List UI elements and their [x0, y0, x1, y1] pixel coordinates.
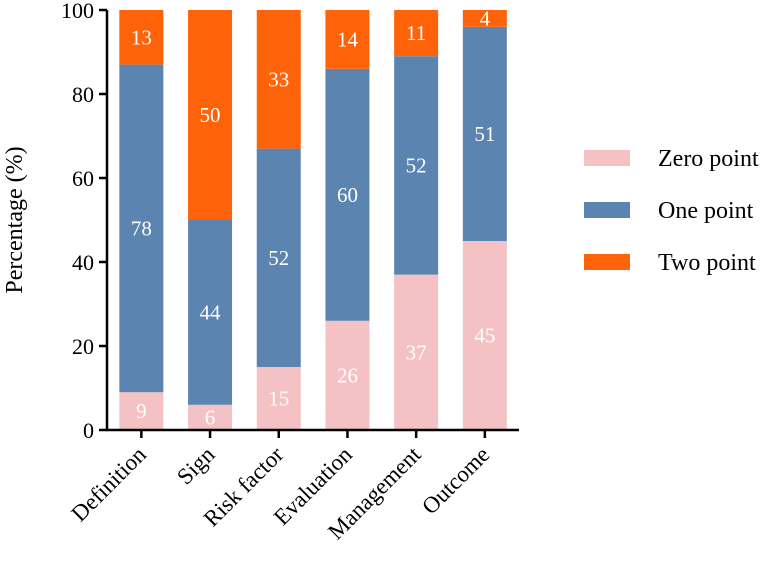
bar-outcome-zero-point	[462, 241, 507, 430]
data-label: 52	[406, 153, 427, 177]
data-label: 52	[268, 246, 289, 270]
data-label: 4	[480, 6, 491, 30]
legend-label: Two point	[658, 250, 756, 276]
y-tick-label: 20	[72, 334, 94, 359]
data-label: 45	[474, 324, 495, 348]
bars-layer	[119, 10, 507, 430]
y-tick-label: 0	[83, 418, 94, 443]
bar-definition-two-point	[119, 10, 164, 65]
bar-sign-zero-point	[188, 404, 233, 430]
bar-evaluation-zero-point	[325, 320, 370, 430]
data-label: 9	[136, 399, 147, 423]
data-label: 13	[131, 25, 152, 49]
data-label: 51	[474, 122, 495, 146]
bar-evaluation-two-point	[325, 10, 370, 69]
y-tick-label: 60	[72, 166, 94, 191]
legend-swatch	[584, 150, 630, 166]
legend: Zero point One point Two point	[584, 146, 759, 276]
legend-swatch	[584, 202, 630, 218]
bar-definition-zero-point	[119, 392, 164, 430]
data-label: 11	[406, 21, 426, 45]
bar-risk-factor-zero-point	[256, 367, 301, 430]
bar-management-two-point	[394, 10, 439, 57]
data-label: 15	[268, 387, 289, 411]
bar-evaluation-one-point	[325, 68, 370, 321]
data-label: 60	[337, 183, 358, 207]
y-tick-label: 40	[72, 250, 94, 275]
y-tick-label: 100	[61, 0, 94, 23]
y-tick-label: 80	[72, 82, 94, 107]
data-label: 26	[337, 363, 358, 387]
x-category-label: Outcome	[417, 442, 494, 519]
data-label: 44	[200, 300, 222, 324]
legend-swatch	[584, 254, 630, 270]
bar-management-one-point	[394, 56, 439, 275]
data-label: 78	[131, 216, 152, 240]
y-axis-label: Percentage (%)	[2, 146, 28, 293]
legend-label: Zero point	[658, 146, 759, 172]
bar-outcome-two-point	[462, 10, 507, 27]
data-label: 6	[205, 405, 216, 429]
data-label: 14	[337, 27, 359, 51]
bar-sign-one-point	[188, 220, 233, 405]
data-label: 33	[268, 67, 289, 91]
bar-sign-two-point	[188, 10, 233, 220]
data-labels-layer: 9 78 13 6 44 50 15 52 33 26 60 14 37 52 11 45 51 4	[131, 6, 496, 429]
x-category-label: Sign	[172, 442, 220, 490]
bar-outcome-one-point	[462, 26, 507, 241]
data-label: 37	[406, 340, 427, 364]
bar-risk-factor-one-point	[256, 148, 301, 367]
data-label: 50	[200, 103, 221, 127]
bar-management-zero-point	[394, 274, 439, 430]
x-category-label: Definition	[66, 442, 151, 527]
legend-label: One point	[658, 198, 754, 224]
bar-risk-factor-two-point	[256, 10, 301, 149]
bar-definition-one-point	[119, 64, 164, 393]
